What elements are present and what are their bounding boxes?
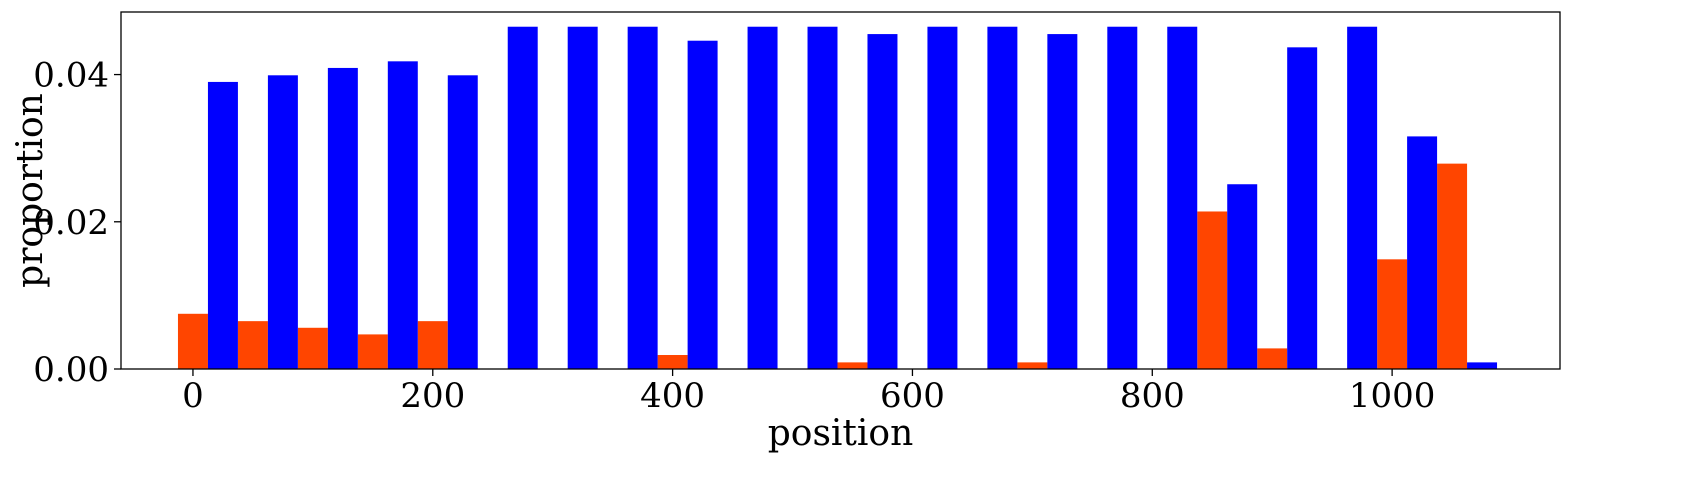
bar-series1-20: [1377, 259, 1408, 369]
bar-series2-3: [387, 61, 418, 369]
bar-series2-17: [1227, 184, 1258, 369]
bar-series2-1: [267, 75, 298, 370]
bar-series2-7: [627, 26, 658, 369]
bar-series2-18: [1287, 47, 1318, 369]
y-axis-label: proportion: [10, 93, 51, 288]
bar-series2-9: [747, 26, 778, 369]
bar-series2-8: [687, 40, 718, 370]
bar-series1-4: [417, 321, 448, 369]
bar-series2-4: [447, 75, 478, 370]
bar-series1-21: [1437, 163, 1468, 369]
bar-series1-3: [357, 334, 388, 369]
bar-series2-20: [1407, 136, 1438, 369]
bar-series2-2: [327, 67, 358, 369]
x-tick-label: 200: [400, 376, 465, 416]
bar-series2-16: [1167, 26, 1198, 369]
y-tick-label: 0.04: [33, 56, 109, 96]
bar-series1-18: [1257, 348, 1288, 369]
bar-series2-19: [1347, 26, 1378, 369]
bar-series1-17: [1197, 211, 1228, 369]
y-tick-label: 0.00: [33, 350, 109, 390]
x-tick-label: 400: [640, 376, 705, 416]
x-tick-label: 0: [182, 376, 204, 416]
bar-series2-13: [987, 26, 1018, 369]
bar-series1-0: [177, 313, 208, 369]
bar-series2-0: [207, 81, 238, 370]
bar-series2-6: [567, 26, 598, 369]
bar-series2-11: [867, 34, 898, 369]
bar-series2-21: [1467, 362, 1498, 369]
bar-series2-5: [507, 26, 538, 369]
bar-series1-8: [657, 355, 688, 369]
x-tick-label: 600: [880, 376, 945, 416]
plot-frame: [120, 11, 1561, 370]
axes-layer: 0 200 400 600 800 1000 0.00 0.02 0.04: [33, 56, 1435, 416]
bar-series2-14: [1047, 34, 1078, 369]
y-tick-label: 0.02: [33, 203, 109, 243]
x-axis-label: position: [768, 413, 914, 454]
bar-series1-11: [837, 362, 868, 369]
bar-series1-14: [1017, 362, 1048, 369]
x-tick-label: 1000: [1349, 376, 1436, 416]
bar-series2-15: [1107, 26, 1138, 369]
bar-series2-10: [807, 26, 838, 369]
bar-series1-1: [237, 321, 268, 369]
bar-series2-12: [927, 26, 958, 369]
bars-layer: [177, 26, 1498, 370]
bar-series1-2: [297, 327, 328, 369]
x-tick-label: 800: [1120, 376, 1185, 416]
